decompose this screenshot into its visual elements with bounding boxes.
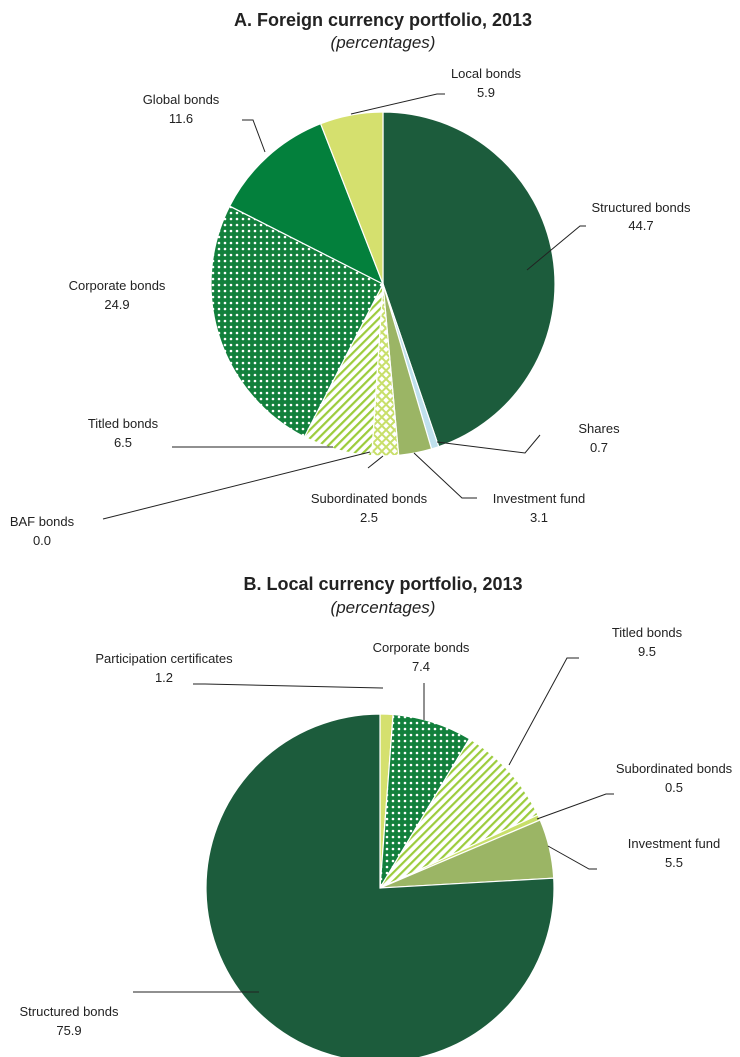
chart-a-subtitle: (percentages) <box>331 33 436 52</box>
leader-a-subordinated <box>367 455 384 469</box>
label-a-global-value: 11.6 <box>169 111 193 126</box>
label-a-titled-name: Titled bonds <box>88 416 159 431</box>
label-a-subordinated-value: 2.5 <box>360 510 378 525</box>
label-a-local-value: 5.9 <box>477 85 495 100</box>
label-a-structured-value: 44.7 <box>628 218 653 233</box>
leader-b-investment <box>547 845 597 870</box>
label-a-corporate-value: 24.9 <box>104 297 129 312</box>
label-b-structured-name: Structured bonds <box>19 1004 119 1019</box>
label-b-investment-value: 5.5 <box>665 855 683 870</box>
label-b-titled-name: Titled bonds <box>612 625 683 640</box>
chart-b-pie <box>205 713 555 1057</box>
chart-a-pie <box>210 111 556 457</box>
label-a-baf-name: BAF bonds <box>10 514 75 529</box>
leader-a-global <box>242 119 266 153</box>
label-a-investment-name: Investment fund <box>493 491 586 506</box>
chart-a-title: A. Foreign currency portfolio, 2013 <box>234 10 532 30</box>
chart-b: B. Local currency portfolio, 2013 (perce… <box>19 574 733 1057</box>
label-a-subordinated-name: Subordinated bonds <box>311 491 428 506</box>
leader-a-local <box>350 93 445 115</box>
label-a-titled-value: 6.5 <box>114 435 132 450</box>
chart-a-slice-local-bonds <box>319 111 384 285</box>
label-b-structured-value: 75.9 <box>56 1023 81 1038</box>
label-a-shares-value: 0.7 <box>590 440 608 455</box>
chart-b-subtitle: (percentages) <box>331 598 436 617</box>
label-a-investment-value: 3.1 <box>530 510 548 525</box>
chart-a-slice-structured-bonds <box>382 111 556 448</box>
chart-a: A. Foreign currency portfolio, 2013 (per… <box>10 10 691 548</box>
label-b-participation-value: 1.2 <box>155 670 173 685</box>
label-a-baf-value: 0.0 <box>33 533 51 548</box>
leader-a-investment <box>413 452 477 499</box>
label-a-global-name: Global bonds <box>143 92 220 107</box>
label-b-subordinated-value: 0.5 <box>665 780 683 795</box>
label-a-local-name: Local bonds <box>451 66 522 81</box>
leader-b-subordinated <box>536 793 614 820</box>
label-a-corporate-name: Corporate bonds <box>69 278 166 293</box>
leader-a-baf <box>102 451 371 520</box>
label-b-participation-name: Participation certificates <box>95 651 233 666</box>
leader-b-titled <box>508 657 579 766</box>
chart-b-slice-titled-bonds <box>378 737 539 890</box>
label-b-titled-value: 9.5 <box>638 644 656 659</box>
chart-b-slice-structured-bonds <box>205 713 555 1057</box>
leader-a-shares <box>436 434 541 454</box>
label-b-corporate-name: Corporate bonds <box>373 640 470 655</box>
label-b-corporate-value: 7.4 <box>412 659 430 674</box>
chart-a-slice-global-bonds <box>228 122 385 286</box>
label-b-investment-name: Investment fund <box>628 836 721 851</box>
chart-b-title: B. Local currency portfolio, 2013 <box>243 574 522 594</box>
label-a-structured-name: Structured bonds <box>591 200 691 215</box>
label-a-shares-name: Shares <box>578 421 620 436</box>
label-b-subordinated-name: Subordinated bonds <box>616 761 733 776</box>
leader-a-structured <box>526 225 586 271</box>
leader-b-participation <box>193 683 384 689</box>
chart-a-slice-corporate-bonds <box>210 205 384 438</box>
